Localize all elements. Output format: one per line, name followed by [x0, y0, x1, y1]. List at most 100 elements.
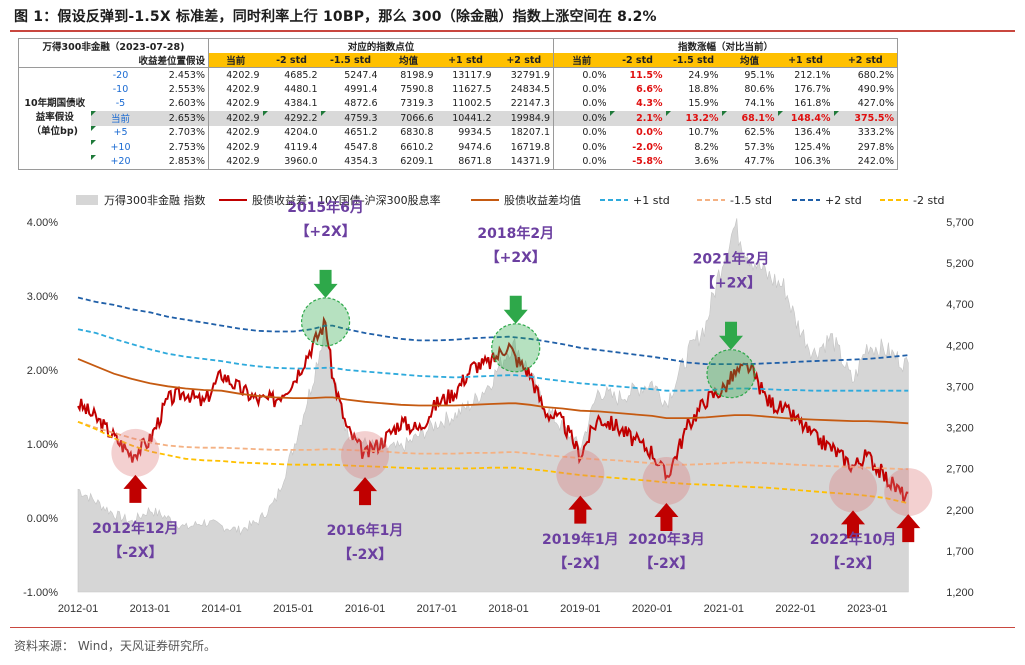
index-gain: 68.1% — [721, 111, 778, 126]
index-point: 4202.9 — [208, 111, 263, 126]
index-point: 11627.5 — [452, 83, 492, 95]
group-header-points: 对应的指数点位 — [208, 38, 554, 53]
annotation-sublabel: 【+2X】 — [295, 224, 355, 240]
index-point: 4991.4 — [344, 83, 378, 95]
y-right-tick: 5,200 — [946, 258, 974, 270]
y-right-tick: 2,200 — [946, 505, 974, 517]
index-gain: 0.0% — [553, 140, 610, 155]
y-right-tick: 2,700 — [946, 464, 974, 476]
y-right-tick: 5,700 — [946, 217, 974, 229]
annotation-circle — [556, 449, 605, 498]
legend-label: -1.5 std — [730, 194, 772, 207]
yield-value: 2.853% — [150, 154, 209, 170]
bottom-divider — [10, 627, 1015, 628]
index-gain: 490.9% — [833, 82, 898, 97]
index-point: 4759.3 — [320, 111, 381, 126]
index-point: 14371.9 — [494, 154, 554, 170]
annotation-circle — [642, 457, 691, 505]
index-gain: 62.5% — [744, 127, 775, 139]
index-point: 7319.3 — [400, 98, 434, 110]
index-gain: -2.0% — [632, 141, 663, 153]
index-gain: 0.0% — [553, 67, 610, 82]
y-left-tick: 3.00% — [27, 291, 58, 303]
annotation-sublabel: 【-2X】 — [108, 545, 162, 561]
index-point: 6209.1 — [380, 154, 437, 170]
index-gain: 13.2% — [665, 111, 722, 126]
annotation-circle — [491, 323, 541, 373]
index-point: 4202.9 — [208, 82, 263, 97]
x-tick: 2013-01 — [130, 603, 170, 615]
legend-swatch — [76, 195, 98, 205]
index-point: 4547.8 — [344, 141, 378, 153]
yield-value: 2.553% — [168, 83, 205, 95]
annotation-circle — [706, 349, 756, 399]
index-point: 4202.9 — [208, 96, 263, 111]
index-point: 4480.1 — [284, 83, 318, 95]
index-gain: 0.0% — [553, 82, 610, 97]
index-gain: 148.4% — [777, 111, 834, 126]
annotation-label: 2022年10月 — [810, 531, 896, 548]
index-gain: 0.0% — [553, 96, 610, 111]
annotation-label: 2016年1月 — [327, 522, 404, 539]
up-arrow-icon — [123, 474, 148, 503]
x-tick: 2014-01 — [201, 603, 241, 615]
index-point: 4384.1 — [284, 98, 318, 110]
bp-assumption: +10 — [90, 140, 151, 155]
x-tick: 2016-01 — [345, 603, 385, 615]
index-point: 4354.3 — [320, 154, 381, 170]
legend-label: 股债收益差：10Y国债-沪深300股息率 — [252, 193, 441, 207]
index-gain: 3.6% — [665, 154, 722, 170]
index-gain: 427.0% — [833, 96, 898, 111]
col-header-points: -2 std — [262, 53, 321, 68]
x-tick: 2018-01 — [488, 603, 528, 615]
index-gain: 18.8% — [688, 83, 719, 95]
index-area — [77, 218, 909, 593]
col-header-gain: 均值 — [721, 53, 778, 68]
down-arrow-icon — [313, 269, 338, 298]
index-gain: 176.7% — [794, 83, 831, 95]
bp-assumption: 当前 — [90, 111, 151, 126]
down-arrow-icon — [503, 295, 528, 324]
x-tick: 2020-01 — [632, 603, 672, 615]
x-tick: 2017-01 — [417, 603, 457, 615]
index-point: 11002.5 — [452, 98, 492, 110]
index-point: 6610.2 — [400, 141, 434, 153]
index-point: 4685.2 — [284, 69, 318, 81]
annotation-label: 2012年12月 — [92, 520, 178, 537]
index-gain: 297.8% — [833, 140, 898, 155]
y-right-tick: 1,700 — [946, 546, 974, 558]
y-left-tick: 0.00% — [27, 513, 58, 525]
annotation-label: 2020年3月 — [628, 531, 705, 548]
y-left-tick: 2.00% — [27, 365, 58, 377]
index-point: 10441.2 — [436, 111, 495, 126]
index-gain: 375.5% — [833, 111, 898, 126]
up-arrow-icon — [568, 495, 593, 524]
index-point: 18207.1 — [510, 127, 550, 139]
spread-line — [77, 315, 909, 503]
y-right-tick: 4,200 — [946, 340, 974, 352]
col-header-gain: +2 std — [833, 53, 898, 68]
index-point: 4202.9 — [208, 154, 263, 170]
annotation-circle — [300, 297, 351, 347]
index-point: 8671.8 — [436, 154, 495, 170]
annotation-sublabel: 【+2X】 — [701, 276, 761, 292]
mean-line — [77, 358, 909, 425]
scenario-table: 万得300非金融（2023-07-28) 对应的指数点位 指数涨幅（对比当前） 收益差… — [18, 38, 898, 170]
up-arrow-icon — [841, 510, 866, 539]
y-left-tick: -1.00% — [23, 587, 58, 599]
legend-label: +2 std — [825, 194, 862, 207]
bp-assumption: -10 — [112, 83, 129, 95]
up-arrow-icon — [353, 477, 378, 506]
annotation-label: 2015年6月 — [287, 199, 364, 216]
row-group-label-line: 益率假设 — [35, 112, 74, 124]
index-point: 22147.3 — [510, 98, 550, 110]
yield-value: 2.603% — [168, 98, 205, 110]
x-tick: 2021-01 — [704, 603, 744, 615]
index-point: 9474.6 — [458, 141, 492, 153]
down-arrow-icon — [719, 321, 744, 350]
index-gain: 680.2% — [833, 67, 898, 82]
index-point: 4202.9 — [208, 67, 263, 82]
index-gain: 8.2% — [694, 141, 719, 153]
yield-value: 2.453% — [168, 69, 205, 81]
col-header-gain: 当前 — [553, 53, 610, 68]
